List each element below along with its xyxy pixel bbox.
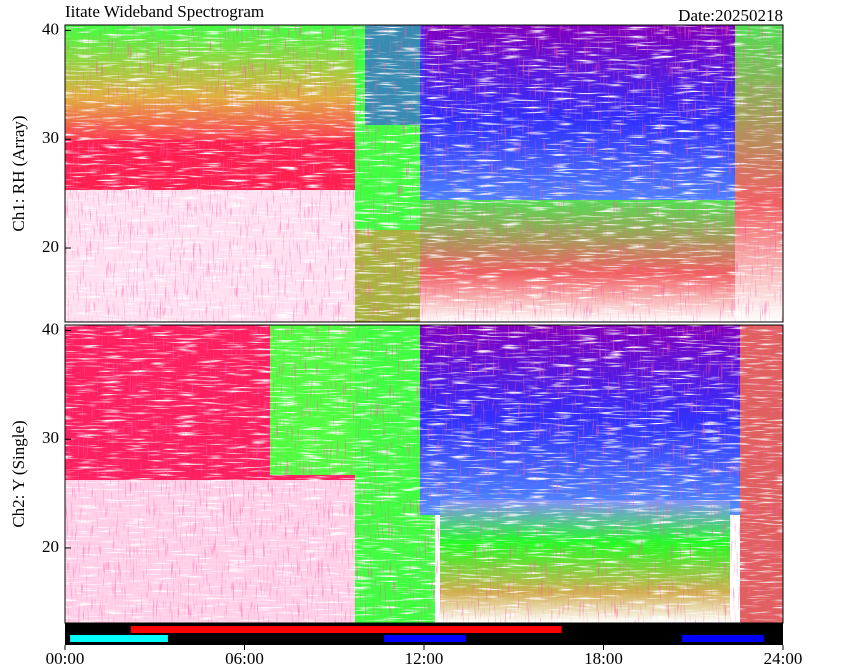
- frame: [64, 324, 784, 624]
- x-tick-label: 00:00: [46, 649, 85, 668]
- y-tick-label: 40: [42, 319, 59, 338]
- x-tick-label: 12:00: [405, 649, 444, 668]
- x-tick-label: 18:00: [584, 649, 623, 668]
- x-tick-label: 06:00: [225, 649, 264, 668]
- spectrogram-ch1: [65, 25, 783, 322]
- status-bar: [383, 635, 466, 642]
- y-tick-label: 20: [42, 537, 59, 556]
- y-tick-label: 20: [42, 237, 59, 256]
- date: Date:20250218: [678, 6, 783, 25]
- y-tick-label: 40: [42, 19, 59, 38]
- frame: [64, 24, 784, 323]
- y-tick-label: 30: [42, 128, 59, 147]
- y-axis-label: Ch1: RH (Array): [9, 115, 28, 231]
- chart-title: Iitate Wideband Spectrogram: [65, 2, 264, 21]
- spectrogram-ch2: [65, 325, 783, 623]
- x-tick-label: 24:00: [764, 649, 803, 668]
- status-bar: [681, 635, 764, 642]
- status-bar: [130, 626, 562, 633]
- y-axis-label: Ch2: Y (Single): [9, 420, 28, 527]
- y-tick-label: 30: [42, 428, 59, 447]
- status-bar: [70, 635, 168, 642]
